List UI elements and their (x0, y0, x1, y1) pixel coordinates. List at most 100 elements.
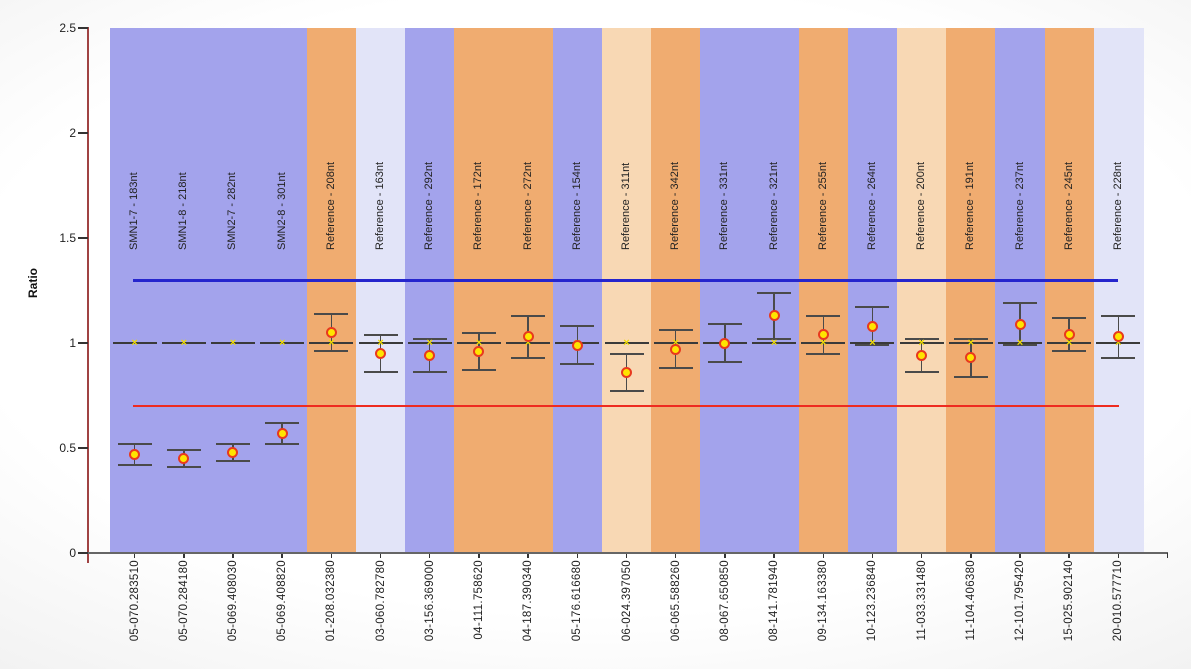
errorbar-cap-bottom (806, 352, 841, 355)
band-probe-label: Reference - 208nt (324, 161, 337, 250)
errorbar-cap-top (1052, 316, 1087, 319)
expected-value-x-marker: × (918, 337, 925, 349)
x-tick-label: 06-065.588260 (669, 560, 682, 642)
ratio-point-marker (129, 448, 141, 460)
x-tick (871, 553, 874, 558)
ratio-point-marker (670, 343, 682, 355)
x-tick-label: 05-069.408820 (276, 560, 289, 642)
errorbar-cap-top (314, 312, 349, 315)
sample-band (159, 28, 209, 553)
band-probe-label: Reference - 342nt (669, 161, 682, 250)
x-tick-label: 04-111.758620 (472, 560, 485, 640)
band-probe-label: Reference - 255nt (816, 161, 829, 250)
x-tick (133, 553, 136, 558)
band-probe-label: SMN2-7 - 282nt (226, 172, 239, 250)
x-tick (527, 553, 529, 558)
errorbar-cap-bottom (363, 371, 398, 374)
x-tick-label: 05-176.616680 (571, 560, 584, 642)
band-probe-label: Reference - 331nt (718, 161, 731, 250)
x-tick (625, 553, 628, 558)
band-probe-label: Reference - 237nt (1013, 161, 1026, 250)
errorbar-cap-top (806, 314, 841, 317)
expected-value-x-marker: × (967, 337, 975, 349)
expected-value-x-marker: × (524, 337, 532, 349)
y-tick (78, 132, 88, 134)
expected-ratio-line (260, 342, 305, 344)
sample-band (995, 28, 1046, 553)
errorbar-cap-top (953, 337, 988, 340)
x-tick-label: 10-123.236840 (866, 560, 879, 642)
ratio-point-marker (621, 366, 632, 378)
errorbar-cap-bottom (215, 459, 250, 462)
y-tick-label: 2.5 (59, 21, 76, 35)
sample-band (355, 28, 406, 553)
errorbar-cap-bottom (314, 350, 349, 353)
ratio-point-marker (571, 339, 583, 351)
sample-band (700, 28, 751, 553)
ratio-point-marker (817, 329, 829, 341)
errorbar-cap-top (609, 352, 644, 355)
x-tick-label: 03-156.369000 (423, 560, 436, 642)
x-tick (1019, 553, 1021, 558)
sample-band (601, 28, 652, 553)
ratio-point-marker (227, 446, 239, 458)
sample-band (798, 28, 849, 553)
x-tick-label: 12-101.795420 (1014, 560, 1027, 642)
errorbar-cap-top (560, 325, 595, 328)
errorbar-cap-top (363, 333, 398, 336)
expected-value-x-marker: × (377, 337, 384, 349)
expected-value-x-marker: × (1016, 337, 1024, 349)
ratio-point-marker (325, 327, 337, 338)
band-probe-label: Reference - 245nt (1062, 161, 1075, 250)
errorbar-cap-top (855, 306, 890, 309)
sample-band (552, 28, 603, 553)
x-tick (478, 553, 480, 558)
errorbar-cap-bottom (904, 371, 939, 374)
errorbar-cap-bottom (953, 375, 988, 378)
sample-band (110, 28, 160, 553)
errorbar-cap-bottom (511, 356, 546, 359)
x-axis-line (88, 552, 1168, 554)
y-tick (78, 27, 88, 29)
band-probe-label: SMN2-8 - 301nt (275, 172, 288, 250)
x-tick (232, 553, 234, 558)
ratio-point-marker (719, 337, 731, 349)
y-tick (78, 237, 88, 239)
errorbar-cap-top (461, 331, 496, 334)
errorbar-cap-bottom (560, 363, 595, 365)
lower-limit-line (133, 404, 1119, 408)
band-probe-label: Reference - 321nt (767, 161, 780, 250)
sample-band (847, 28, 898, 553)
expected-value-x-marker: × (131, 337, 138, 349)
errorbar-cap-bottom (757, 337, 792, 340)
ratio-point-marker (473, 345, 485, 357)
errorbar-cap-top (511, 314, 546, 317)
x-tick-label: 05-069.408030 (226, 560, 239, 642)
x-tick-label: 20-010.577710 (1112, 560, 1125, 642)
expected-value-x-marker: × (1115, 337, 1122, 349)
x-tick (281, 553, 283, 558)
x-tick (970, 553, 972, 558)
x-tick (183, 553, 185, 558)
x-tick-label: 08-141.781940 (768, 560, 781, 642)
errorbar-cap-bottom (658, 367, 693, 370)
x-tick-label: 11-104.406380 (964, 560, 977, 641)
y-axis-title: Ratio (26, 268, 40, 298)
sample-band (454, 28, 505, 553)
x-tick-label: 01-208.032380 (325, 560, 338, 642)
y-tick (78, 447, 88, 449)
band-probe-label: Reference - 154nt (570, 161, 583, 250)
expected-ratio-line (604, 342, 649, 344)
ratio-point-marker (375, 348, 387, 359)
errorbar-cap-bottom (1003, 344, 1038, 347)
errorbar-cap-top (658, 329, 693, 332)
x-tick (920, 553, 923, 558)
ratio-point-marker (965, 352, 977, 364)
x-tick (428, 553, 431, 558)
ratio-point-marker (866, 320, 878, 332)
ratio-point-marker (1014, 318, 1026, 330)
ratio-point-marker (276, 427, 288, 439)
expected-ratio-line (161, 342, 206, 344)
y-tick-label: 2 (69, 126, 76, 140)
